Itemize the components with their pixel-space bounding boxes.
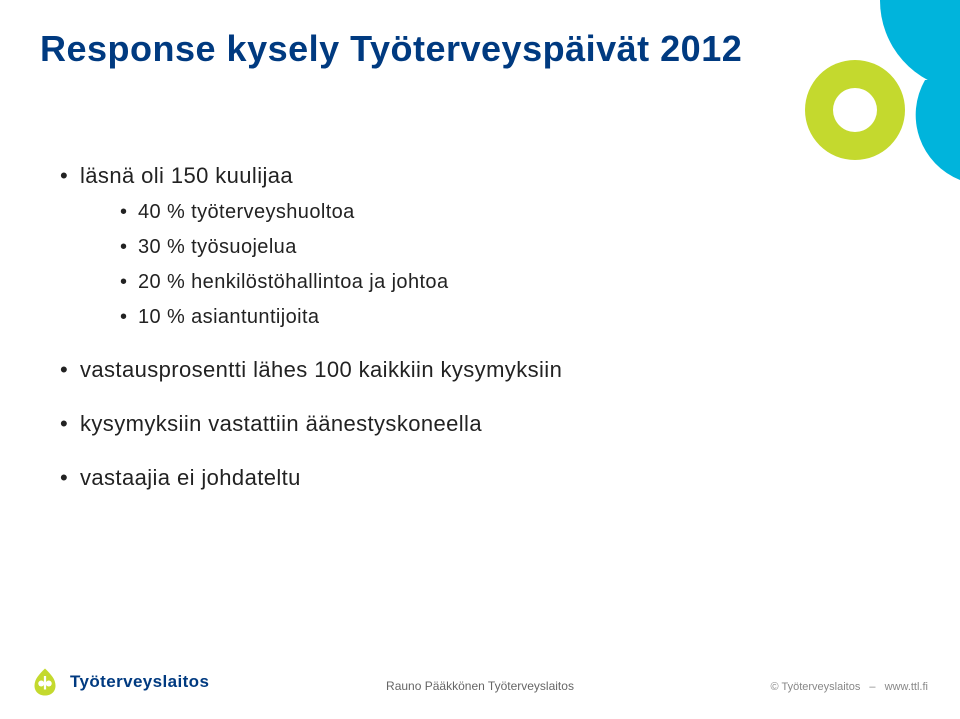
footer-url: www.ttl.fi (885, 681, 928, 693)
slide-title: Response kysely Työterveyspäivät 2012 (40, 26, 742, 71)
footer-right: © Työterveyslaitos – www.ttl.fi (771, 681, 928, 693)
footer-copyright: © Työterveyslaitos (771, 681, 861, 693)
list-item-text: kysymyksiin vastattiin äänestyskoneella (80, 411, 482, 436)
footer-separator: – (869, 681, 875, 693)
list-item-text: vastaajia ei johdateltu (80, 465, 301, 490)
slide-body: läsnä oli 150 kuulijaa 40 % työterveyshu… (60, 160, 820, 516)
list-item-text: läsnä oli 150 kuulijaa (80, 163, 293, 188)
slide: Response kysely Työterveyspäivät 2012 lä… (0, 0, 960, 719)
list-item: vastaajia ei johdateltu (60, 462, 820, 494)
list-item-text: vastausprosentti lähes 100 kaikkiin kysy… (80, 357, 562, 382)
list-item: vastausprosentti lähes 100 kaikkiin kysy… (60, 354, 820, 386)
list-item: kysymyksiin vastattiin äänestyskoneella (60, 408, 820, 440)
sub-list-item: 10 % asiantuntijoita (120, 303, 820, 332)
bullet-list: läsnä oli 150 kuulijaa 40 % työterveyshu… (60, 160, 820, 494)
list-item: läsnä oli 150 kuulijaa 40 % työterveyshu… (60, 160, 820, 332)
corner-decoration (730, 0, 960, 180)
sub-list: 40 % työterveyshuoltoa 30 % työsuojelua … (120, 198, 820, 332)
sub-list-item: 30 % työsuojelua (120, 233, 820, 262)
sub-list-item: 20 % henkilöstöhallintoa ja johtoa (120, 268, 820, 297)
sub-list-item: 40 % työterveyshuoltoa (120, 198, 820, 227)
